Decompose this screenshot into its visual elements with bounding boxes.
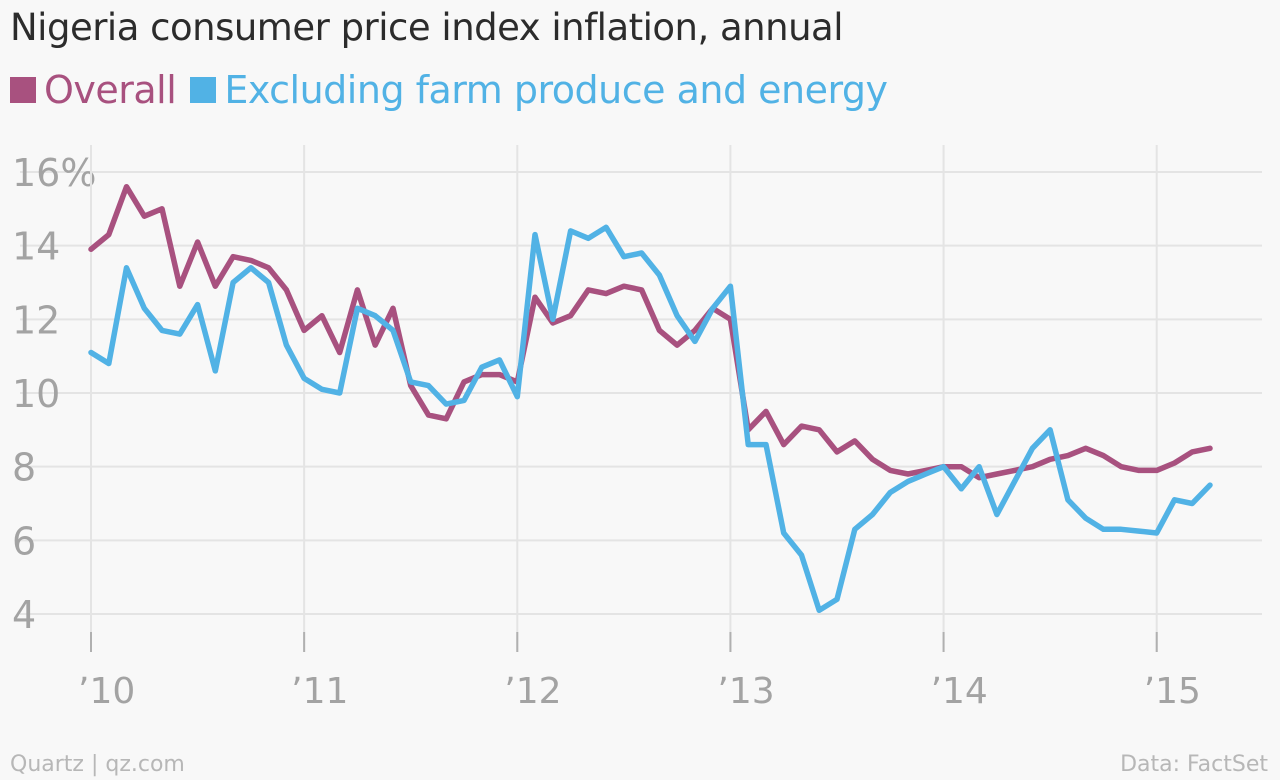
x-tick-label: ’13 xyxy=(717,671,774,712)
source-credit: Quartz | qz.com xyxy=(10,752,185,777)
series-line-overall xyxy=(88,183,1213,481)
y-tick-label: 14 xyxy=(12,225,60,269)
y-tick-label: 4 xyxy=(12,593,36,637)
x-tick-label: ’12 xyxy=(504,671,561,712)
legend-swatch-overall xyxy=(10,77,36,103)
legend-item-overall: Overall xyxy=(10,68,177,112)
legend-label-overall: Overall xyxy=(44,68,177,112)
x-tick-label: ’14 xyxy=(931,671,988,712)
legend: Overall Excluding farm produce and energ… xyxy=(10,68,902,112)
x-tick-label: ’10 xyxy=(78,671,135,712)
series-line-excluding xyxy=(88,224,1213,614)
y-tick-label: 12 xyxy=(12,298,60,342)
legend-label-excluding: Excluding farm produce and energy xyxy=(224,68,888,112)
y-tick-label: 6 xyxy=(12,519,36,563)
data-source: Data: FactSet xyxy=(1120,752,1268,777)
y-tick-label: 8 xyxy=(12,446,36,490)
x-tick-label: ’11 xyxy=(291,671,348,712)
x-tick-label: ’15 xyxy=(1144,671,1201,712)
chart-title: Nigeria consumer price index inflation, … xyxy=(10,6,844,49)
y-tick-label: 10 xyxy=(12,372,60,416)
y-tick-label: 16% xyxy=(12,151,96,195)
legend-item-excluding: Excluding farm produce and energy xyxy=(190,68,888,112)
legend-swatch-excluding xyxy=(190,77,217,103)
